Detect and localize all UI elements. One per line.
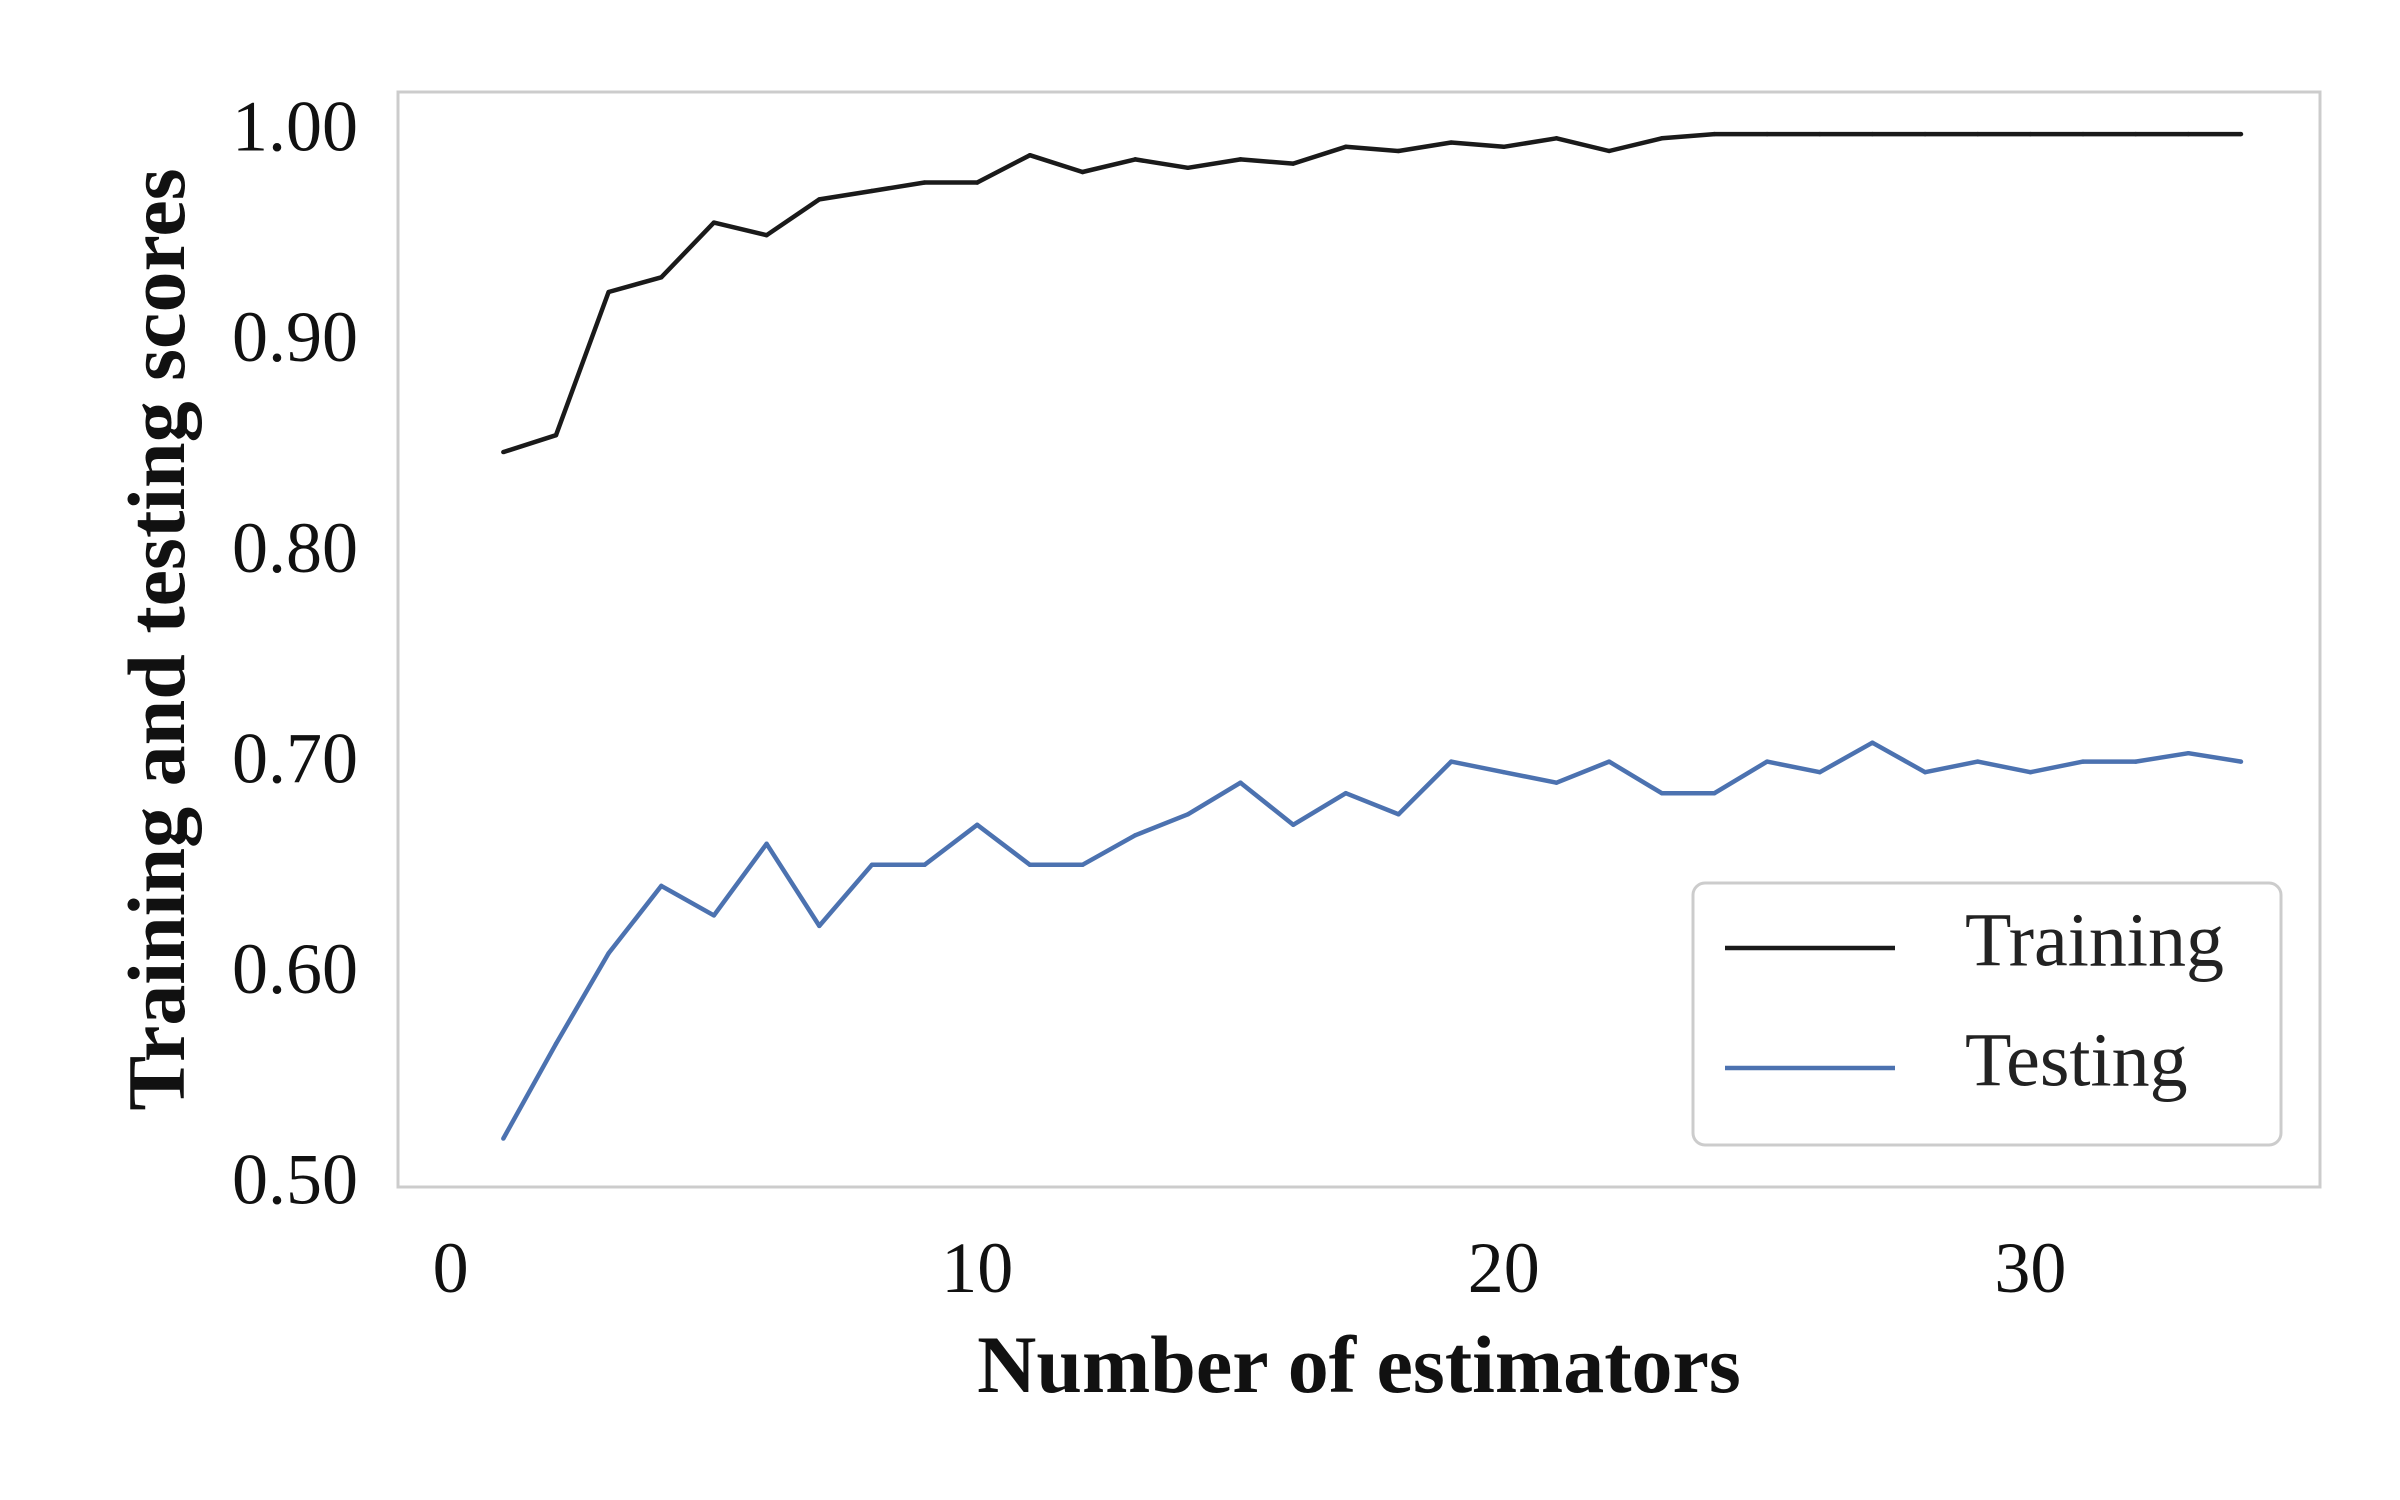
training-data-point: [2028, 131, 2033, 137]
testing-data-point: [2080, 759, 2086, 764]
training-data-point: [1659, 136, 1664, 141]
testing-data-point: [1712, 791, 1717, 796]
testing-data-point: [1554, 780, 1559, 785]
training-data-point: [501, 449, 506, 455]
training-data-point: [1712, 131, 1717, 137]
testing-data-point: [1606, 759, 1612, 764]
testing-data-point: [1922, 769, 1928, 775]
testing-data-point: [501, 1136, 506, 1141]
training-data-point: [922, 180, 927, 185]
training-data-point: [2133, 131, 2138, 137]
plot-frame: [396, 90, 2322, 1189]
training-data-point: [1501, 144, 1507, 149]
testing-data-point: [659, 883, 664, 889]
testing-data-point: [1764, 759, 1770, 764]
x-axis-title: Number of estimators: [977, 1319, 1741, 1410]
testing-data-point: [2133, 759, 2138, 764]
training-data-point: [1554, 136, 1559, 141]
training-series-line: [502, 131, 2241, 455]
testing-data-point: [1396, 812, 1401, 817]
testing-data-point: [1290, 822, 1296, 828]
training-data-point: [606, 289, 611, 295]
training-data-point: [1606, 148, 1612, 154]
y-tick-label: 1.00: [232, 87, 358, 167]
training-data-point: [1238, 157, 1243, 162]
testing-data-point: [1817, 769, 1822, 775]
training-data-point: [1975, 131, 1980, 137]
y-axis-title: Training and testing scores: [111, 168, 202, 1110]
training-data-point: [2186, 131, 2191, 137]
legend-training-label: Training: [1965, 898, 2224, 982]
training-data-point: [2238, 131, 2244, 137]
training-data-point: [659, 275, 664, 280]
testing-data-point: [817, 923, 822, 929]
training-data-point: [1448, 140, 1454, 145]
training-data-point: [975, 180, 980, 185]
training-data-point: [1922, 131, 1928, 137]
y-tick-label: 0.50: [232, 1140, 358, 1220]
training-data-point: [1133, 157, 1138, 162]
testing-data-point: [1185, 812, 1191, 817]
x-tick-label: 0: [433, 1228, 469, 1308]
testing-data-point: [1501, 769, 1507, 775]
y-tick-label: 0.70: [232, 718, 358, 798]
testing-data-point: [1027, 862, 1033, 868]
training-data-point: [711, 220, 717, 225]
training-data-point: [764, 232, 769, 238]
training-data-point: [1817, 131, 1822, 137]
testing-data-point: [606, 951, 611, 956]
testing-data-point: [922, 862, 927, 868]
training-data-point: [1080, 169, 1085, 175]
testing-data-point: [1080, 862, 1085, 868]
training-data-point: [1870, 131, 1875, 137]
training-data-point: [1290, 161, 1296, 166]
training-data-point: [1343, 144, 1349, 149]
testing-data-point: [1238, 780, 1243, 785]
testing-data-point: [975, 822, 980, 828]
testing-data-point: [2238, 759, 2244, 764]
testing-data-point: [1975, 759, 1980, 764]
training-data-point: [869, 188, 875, 194]
x-tick-label: 20: [1468, 1228, 1540, 1308]
testing-data-point: [2028, 769, 2033, 775]
training-data-point: [553, 433, 559, 438]
training-data-point: [2080, 131, 2086, 137]
training-data-point: [817, 197, 822, 202]
testing-data-point: [1448, 759, 1454, 764]
testing-data-point: [869, 862, 875, 868]
y-tick-label: 0.60: [232, 929, 358, 1009]
x-tick-label: 10: [941, 1228, 1013, 1308]
testing-data-point: [553, 1041, 559, 1047]
y-tick-label: 0.90: [232, 297, 358, 377]
testing-series-line: [501, 740, 2242, 1140]
training-data-point: [1764, 131, 1770, 137]
legend-testing-label: Testing: [1965, 1018, 2188, 1102]
training-data-point: [1027, 152, 1033, 158]
testing-data-point: [764, 841, 769, 846]
training-data-point: [1185, 165, 1191, 171]
testing-data-point: [2186, 751, 2191, 756]
x-tick-label: 30: [1994, 1228, 2066, 1308]
testing-data-point: [1870, 740, 1875, 745]
testing-data-point: [1659, 791, 1664, 796]
testing-data-point: [1133, 833, 1138, 838]
plot-layer: 0.50 0.60 0.70 0.80 0.90 1.00 0 10 20 30 Number of…: [111, 87, 2322, 1410]
training-data-point: [1396, 148, 1401, 154]
testing-data-point: [711, 913, 717, 918]
testing-data-point: [1343, 791, 1349, 796]
y-tick-label: 0.80: [232, 508, 358, 588]
